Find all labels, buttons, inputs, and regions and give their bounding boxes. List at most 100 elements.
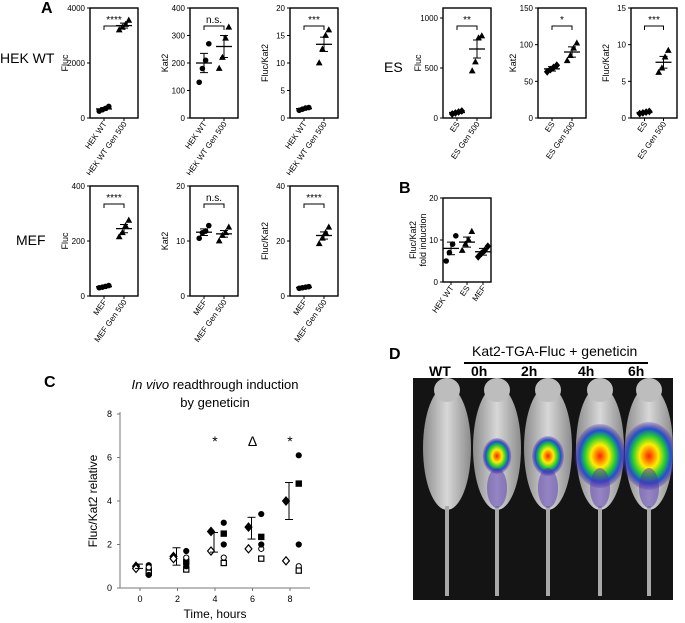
- data-point: [295, 452, 302, 459]
- y-tick-label: 15: [276, 32, 285, 41]
- data-point: [258, 555, 265, 562]
- data-point: [145, 564, 152, 571]
- luminescence-lower: [538, 468, 558, 508]
- y-axis-label: Fluc/Kat2: [260, 222, 270, 260]
- mouse-1: [473, 378, 521, 596]
- luminescence-signal: [482, 438, 512, 474]
- data-point: [215, 64, 223, 71]
- x-tick-label: HEK WT: [430, 284, 455, 315]
- data-point: [664, 46, 672, 53]
- panel-d-label-0: WT: [429, 363, 451, 379]
- significance-label: n.s.: [206, 193, 222, 204]
- luminescence-signal: [532, 436, 564, 476]
- y-tick-label: 400: [72, 182, 86, 191]
- chart-c-group: In vivo readthrough induction by genetici…: [86, 377, 310, 621]
- data-point: [258, 541, 265, 548]
- data-point: [125, 16, 133, 23]
- y-tick-label: 150: [520, 4, 534, 13]
- y-tick-label: 2000: [67, 59, 85, 68]
- data-point: [315, 59, 323, 66]
- y-tick-label: 1000: [420, 14, 438, 23]
- x-tick-label: MEF: [292, 298, 309, 317]
- significance-label: ****: [106, 193, 122, 204]
- data-point: [281, 555, 291, 566]
- data-point: [220, 519, 227, 526]
- mouse-head: [484, 378, 510, 402]
- significance-label: **: [463, 15, 471, 26]
- data-point: [244, 522, 253, 533]
- y-tick-label: 0: [181, 114, 186, 123]
- y-axis-label: Fluc: [60, 232, 70, 250]
- y-tick-label: 4: [107, 496, 112, 506]
- significance-bracket: [551, 25, 573, 30]
- data-point: [474, 252, 482, 261]
- data-point: [115, 233, 123, 240]
- data-point: [468, 67, 476, 74]
- x-tick-label: 8: [287, 594, 292, 604]
- data-point: [258, 510, 265, 518]
- data-point: [645, 107, 653, 116]
- luminescence-signal: [621, 422, 677, 490]
- data-point: [453, 233, 459, 239]
- y-tick-label: 0: [281, 292, 286, 301]
- y-axis-label: Fluc: [413, 54, 423, 72]
- significance-label: ****: [106, 15, 122, 26]
- data-point: [295, 541, 302, 548]
- data-point: [183, 563, 190, 570]
- data-point: [655, 68, 663, 75]
- significance-bracket: [203, 203, 225, 208]
- data-point: [196, 79, 203, 86]
- y-tick-label: 0: [281, 114, 286, 123]
- data-point: [206, 40, 212, 47]
- x-tick-label: ES: [458, 284, 471, 298]
- x-axis-label: Time, hours: [184, 607, 247, 621]
- luminescence-lower: [590, 468, 610, 508]
- data-point: [315, 239, 323, 247]
- y-tick-label: 100: [172, 87, 186, 96]
- significance-bracket: [456, 25, 478, 30]
- data-point: [563, 57, 571, 64]
- mouse-group: [423, 378, 677, 596]
- significance-label: *: [287, 433, 293, 449]
- y-tick-label: 200: [172, 59, 186, 68]
- y-tick-label: 50: [524, 77, 533, 86]
- y-axis-label: Fluc/Kat2: [408, 221, 418, 259]
- mouse-tail: [495, 506, 499, 596]
- x-tick-label: 2: [175, 594, 180, 604]
- chart-c-title-line2: by geneticin: [180, 395, 249, 410]
- y-tick-label: 20: [276, 4, 285, 13]
- y-tick-label: 4000: [67, 4, 85, 13]
- mouse-body: [423, 386, 471, 510]
- luminescence-signal: [574, 424, 626, 488]
- mouse-bioluminescence-image: [413, 378, 677, 600]
- y-tick-label: 10: [276, 59, 285, 68]
- mouse-2: [524, 378, 572, 596]
- plot-frame: [537, 7, 587, 119]
- y-tick-label: 500: [425, 64, 439, 73]
- panel-letter-b: B: [399, 180, 411, 197]
- y-axis-label: Fluc/Kat2: [601, 44, 611, 82]
- data-point: [206, 526, 216, 537]
- y-tick-label: 0: [434, 278, 439, 287]
- data-point: [325, 223, 333, 230]
- x-tick-label: ES: [448, 120, 461, 134]
- significance-label: Δ: [248, 433, 257, 449]
- significance-bracket: [303, 25, 325, 30]
- x-tick-label: MEF: [471, 284, 488, 303]
- data-point: [145, 571, 152, 579]
- significance-label: *: [212, 433, 218, 449]
- y-tick-label: 0: [434, 114, 439, 123]
- panel-d-label-2: 2h: [521, 363, 538, 379]
- x-tick-label: 4: [212, 594, 217, 604]
